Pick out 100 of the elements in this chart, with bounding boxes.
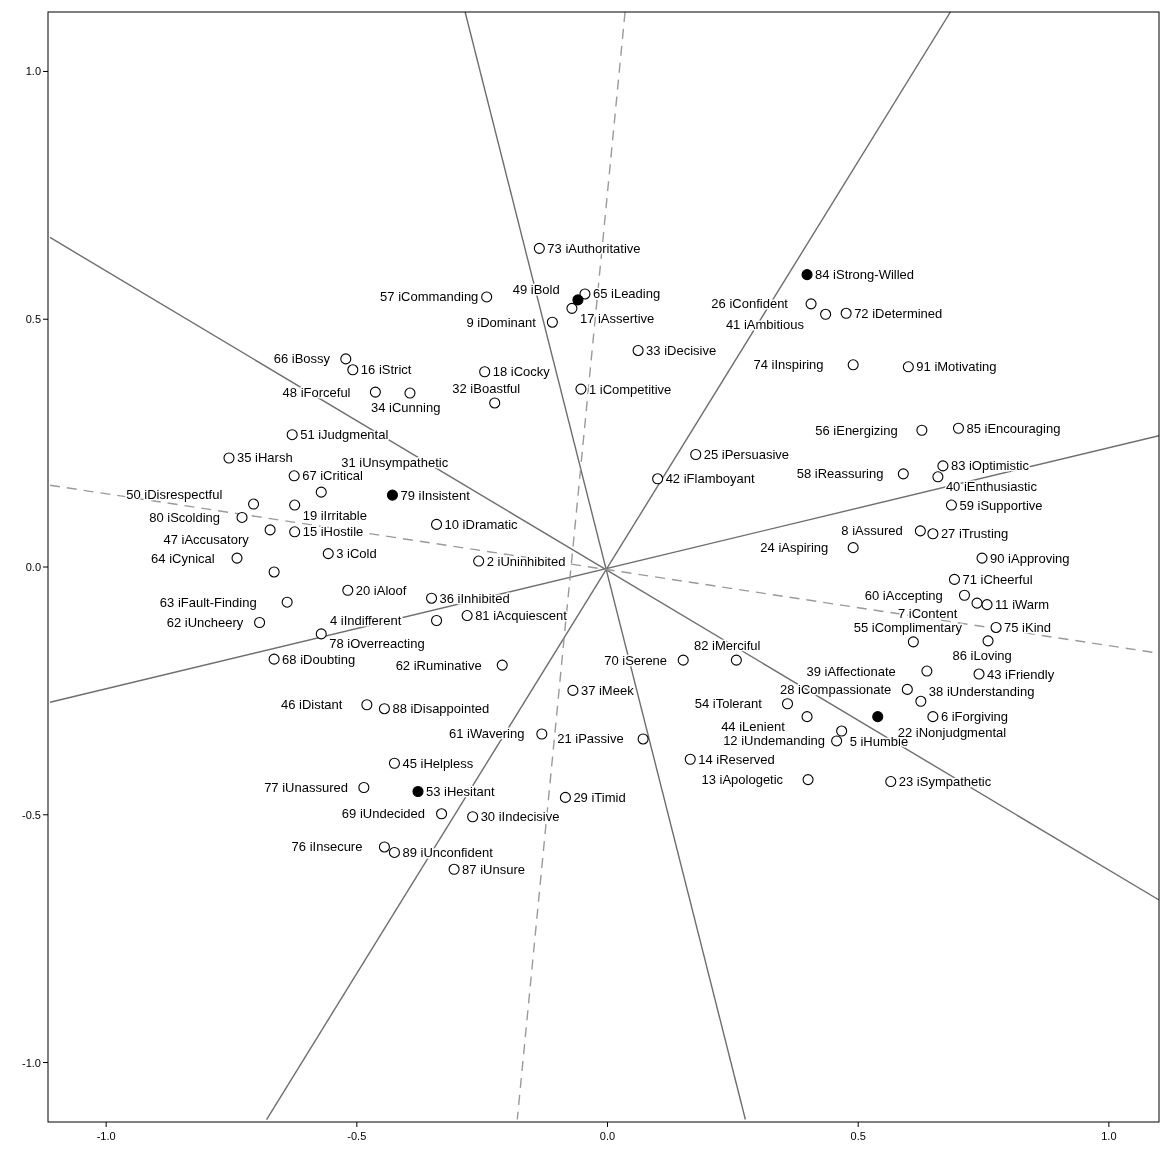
annotation: 18 iCocky — [492, 364, 551, 380]
annotation: 66 iBossy — [273, 351, 331, 367]
annotation: 56 iEnergizing — [815, 422, 898, 438]
annotation: 63 iFault-Finding — [159, 594, 257, 610]
annotation: 65 iLeading — [592, 286, 661, 302]
annotation: 70 iSerene — [604, 652, 668, 668]
annotation: 12 iUndemanding — [723, 733, 826, 749]
x-tick-label: 1.0 — [1101, 1130, 1117, 1142]
annotation: 38 iUnderstanding — [928, 683, 1035, 699]
x-tick-label: 0.0 — [599, 1130, 616, 1142]
annotation: 17 iAssertive — [579, 310, 655, 326]
annotation: 2 iUninhibited — [486, 553, 566, 569]
annotation: 84 iStrong-Willed — [815, 267, 915, 283]
annotation: 7 iContent — [898, 605, 958, 621]
annotation: 29 iTimid — [573, 789, 626, 805]
annotation: 55 iComplimentary — [853, 619, 963, 635]
annotation: 21 iPassive — [557, 731, 624, 747]
y-tick-label: 0.0 — [25, 561, 41, 573]
annotation: 33 iDecisive — [646, 342, 717, 358]
annotation: 35 iHarsh — [236, 450, 293, 466]
annotation: 62 iRuminative — [395, 657, 482, 673]
annotation: 3 iCold — [336, 546, 377, 562]
annotation: 50 iDisrespectful — [126, 486, 223, 502]
annotation: 25 iPersuasive — [703, 447, 790, 463]
x-tick-label: -0.5 — [347, 1130, 367, 1142]
annotation: 82 iMerciful — [693, 638, 761, 654]
annotation: 19 iIrritable — [302, 507, 367, 523]
annotation: 16 iStrict — [360, 362, 412, 378]
annotation: 1 iCompetitive — [588, 381, 672, 397]
annotation: 9 iDominant — [466, 314, 537, 330]
annotation: 6 iForgiving — [940, 709, 1009, 725]
annotation: 69 iUndecided — [341, 806, 425, 822]
annotation: 72 iDetermined — [854, 305, 943, 321]
annotation: 62 iUncheery — [166, 615, 244, 630]
point — [801, 269, 813, 281]
annotation: 8 iAssured — [841, 523, 903, 539]
annotation: 53 iHesitant — [426, 783, 496, 799]
annotation: 34 iCunning — [371, 400, 441, 416]
annotation: 30 iIndecisive — [480, 809, 560, 825]
annotation: 58 iReassuring — [796, 466, 884, 482]
annotation: 87 iUnsure — [462, 861, 525, 877]
annotation: 24 iAspiring — [760, 540, 829, 556]
y-tick-label: -0.5 — [22, 808, 41, 821]
annotation: 86 iLoving — [952, 647, 1012, 663]
annotation: 15 iHostile — [302, 524, 364, 540]
annotation: 14 iReserved — [698, 751, 775, 767]
annotation: 61 iWavering — [449, 726, 525, 742]
annotation: 57 iCommanding — [380, 289, 479, 305]
annotation: 73 iAuthoritative — [547, 240, 641, 256]
annotation: 75 iKind — [1004, 619, 1052, 635]
annotation: 64 iCynical — [151, 550, 215, 566]
annotation: 78 iOverreacting — [329, 636, 425, 652]
annotation: 43 iFriendly — [987, 666, 1055, 682]
annotation: 80 iScolding — [149, 509, 221, 525]
annotation: 90 iApproving — [990, 550, 1070, 566]
annotation: 20 iAloof — [355, 582, 407, 598]
annotation: 85 iEncouraging — [966, 420, 1061, 436]
annotation: 23 iSympathetic — [898, 774, 992, 790]
annotation: 79 iInsistent — [400, 487, 471, 503]
annotation: 59 iSupportive — [959, 497, 1043, 513]
x-tick-label: 0.5 — [850, 1130, 866, 1142]
annotation: 47 iAccusatory — [163, 532, 250, 548]
y-tick-label: 0.5 — [25, 313, 41, 326]
annotation: 60 iAccepting — [864, 587, 943, 603]
annotation: 13 iApologetic — [701, 772, 784, 788]
annotation: 81 iAcquiescent — [475, 608, 568, 624]
annotation: 10 iDramatic — [444, 516, 519, 532]
annotation: 11 iWarm — [995, 597, 1050, 613]
annotation: 31 iUnsympathetic — [341, 454, 449, 470]
annotation: 67 iCritical — [302, 468, 363, 484]
annotation: 41 iAmbitious — [725, 316, 805, 332]
point — [572, 294, 584, 306]
x-tick-label: -1.0 — [96, 1130, 116, 1142]
y-tick-label: 1.0 — [25, 65, 41, 78]
point — [872, 711, 884, 723]
annotation: 83 iOptimistic — [950, 458, 1030, 474]
annotation: 46 iDistant — [280, 697, 343, 713]
annotation: 91 iMotivating — [916, 359, 997, 375]
annotation: 40 iEnthusiastic — [945, 479, 1038, 495]
annotation: 89 iUnconfident — [402, 844, 494, 860]
y-tick-label: -1.0 — [22, 1056, 41, 1069]
annotation: 74 iInspiring — [753, 357, 824, 373]
annotation: 68 iDoubting — [282, 651, 356, 667]
point — [386, 489, 398, 501]
annotation: 76 iInsecure — [291, 839, 363, 855]
annotation: 4 iIndifferent — [329, 613, 402, 629]
annotation: 32 iBoastful — [452, 380, 521, 396]
annotation: 37 iMeek — [580, 682, 635, 698]
annotation: 39 iAffectionate — [806, 663, 896, 679]
annotation: 27 iTrusting — [940, 526, 1009, 542]
annotation: 42 iFlamboyant — [665, 471, 755, 487]
point — [412, 785, 424, 798]
annotation: 44 iLenient — [721, 719, 786, 735]
annotation: 49 iBold — [512, 282, 560, 298]
annotation: 26 iConfident — [711, 296, 789, 312]
annotation: 54 iTolerant — [694, 696, 763, 712]
annotation: 45 iHelpless — [402, 755, 474, 771]
annotation: 88 iDisappointed — [392, 701, 490, 717]
annotation: 77 iUnassured — [264, 780, 348, 796]
annotation: 71 iCheerful — [962, 571, 1033, 587]
